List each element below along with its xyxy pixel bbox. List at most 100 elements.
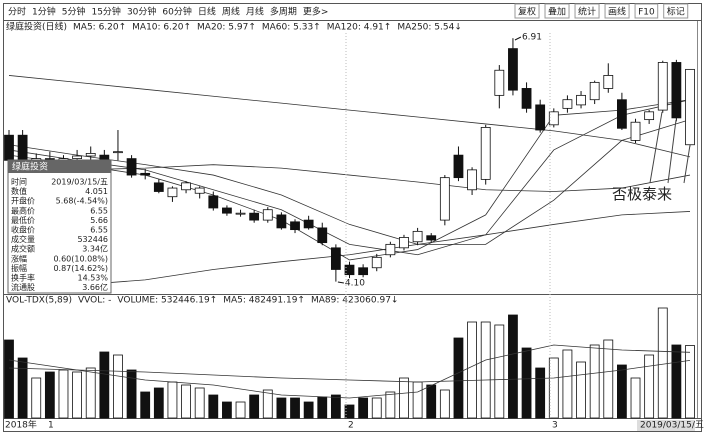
toolbar-tab[interactable]: 多周期 <box>270 6 297 18</box>
info-value: 532446 <box>77 235 108 244</box>
candle-body <box>290 221 300 231</box>
volume-bar <box>303 401 314 419</box>
info-label: 开盘价 <box>11 196 35 206</box>
toolbar-button[interactable]: 标记 <box>667 6 685 18</box>
volume-bar <box>371 397 382 419</box>
candle-body <box>317 227 328 244</box>
info-label: 最高价 <box>11 205 35 215</box>
ma-line <box>8 99 691 256</box>
volume-bar <box>99 351 110 419</box>
volume-bar <box>262 389 273 419</box>
volume-bar <box>85 367 96 419</box>
candle-body <box>494 69 505 96</box>
toolbar-button[interactable]: 画线 <box>608 6 626 18</box>
date-label: 3 <box>552 421 558 431</box>
candle-body <box>85 153 96 157</box>
candle-body <box>167 187 178 198</box>
volume-bar <box>521 347 532 419</box>
toolbar-button[interactable]: 复权 <box>518 6 536 18</box>
volume-bar <box>17 357 28 419</box>
info-value: 4.051 <box>85 187 108 196</box>
candle-body <box>208 195 219 209</box>
toolbar-button[interactable]: 叠加 <box>548 7 566 18</box>
volume-bar <box>113 354 123 419</box>
ma-legend: MA10: 6.20↑ <box>132 23 191 33</box>
candle-body <box>685 68 695 146</box>
candle-body <box>344 264 355 276</box>
volume-bar <box>126 369 137 419</box>
button-frame <box>544 3 570 19</box>
volume-bar <box>276 397 287 419</box>
candle-body <box>235 212 246 215</box>
info-label: 成交量 <box>11 234 35 244</box>
volume-bar <box>317 396 328 419</box>
chart-title: 绿庭投资(日线) <box>6 21 67 33</box>
candle-body <box>426 235 437 241</box>
toolbar-tab[interactable]: 日线 <box>198 6 216 18</box>
volume-bar <box>453 337 464 419</box>
button-frame <box>574 3 600 19</box>
info-label: 振幅 <box>11 263 27 273</box>
volume-bar <box>548 357 559 419</box>
callout-arrow <box>649 111 663 184</box>
volume-bar <box>494 324 505 419</box>
candle-body <box>603 75 614 89</box>
button-frame <box>604 3 630 19</box>
toolbar-tab[interactable]: 周线 <box>222 6 240 18</box>
volume-bar <box>167 381 178 419</box>
volume-bar <box>685 345 695 419</box>
info-value: 14.53% <box>77 274 108 283</box>
candle-body <box>153 182 164 192</box>
volume-bar <box>249 394 260 419</box>
info-value: 0.87(14.62%) <box>53 264 108 273</box>
info-value: 5.68(-4.54%) <box>56 197 108 206</box>
toolbar-tab[interactable]: 分时 <box>8 6 26 18</box>
volume-bar <box>671 344 682 419</box>
candle-body <box>126 158 137 176</box>
info-label: 涨幅 <box>11 253 27 263</box>
toolbar-button[interactable]: 统计 <box>578 6 596 18</box>
candle-body <box>576 94 586 106</box>
volume-bar <box>630 377 641 419</box>
button-frame <box>663 3 689 19</box>
toolbar-tab[interactable]: 15分钟 <box>91 6 120 18</box>
toolbar-tab[interactable]: 更多> <box>303 6 329 18</box>
volume-bar <box>153 387 164 419</box>
toolbar-tab[interactable]: 60分钟 <box>162 6 191 18</box>
candle-body <box>671 62 682 119</box>
candle-body <box>249 212 260 221</box>
candle-body <box>222 207 232 214</box>
toolbar-tab[interactable]: 30分钟 <box>127 6 156 18</box>
candle-body <box>521 88 532 109</box>
candle-body <box>657 62 668 111</box>
toolbar-tab[interactable]: 月线 <box>246 6 264 18</box>
ma-legend: MA120: 4.91↑ <box>327 23 392 33</box>
candle-body <box>358 267 369 276</box>
volume-bar <box>140 391 151 419</box>
ma-legend: MA60: 5.33↑ <box>262 23 321 33</box>
candle-body <box>330 247 341 270</box>
info-label: 时间 <box>11 177 27 187</box>
annotation: 4.10 <box>345 279 365 289</box>
volume-bar <box>480 321 491 419</box>
volume-bar <box>576 361 586 419</box>
info-value: 0.60(10.08%) <box>53 254 108 263</box>
toolbar-tab[interactable]: 5分钟 <box>62 6 86 18</box>
info-label: 换手率 <box>11 273 35 283</box>
toolbar-tab[interactable]: 1分钟 <box>32 6 56 18</box>
volume-legend: VOL-TDX(5,89) <box>6 296 72 306</box>
candle-body <box>439 177 450 221</box>
volume-bar <box>208 394 219 419</box>
candle-body <box>371 256 382 269</box>
volume-bar <box>439 389 450 419</box>
ma-line <box>8 75 691 158</box>
volume-bar <box>344 404 355 419</box>
toolbar-button[interactable]: F10 <box>638 8 655 18</box>
candle-body <box>385 243 396 256</box>
volume-legend: MA89: 423060.97↓ <box>311 296 398 306</box>
candle-body <box>589 81 600 101</box>
candle-body <box>535 104 546 131</box>
info-value: 5.66 <box>90 216 108 225</box>
volume-bar <box>589 344 600 419</box>
volume-ma-line <box>8 360 691 383</box>
